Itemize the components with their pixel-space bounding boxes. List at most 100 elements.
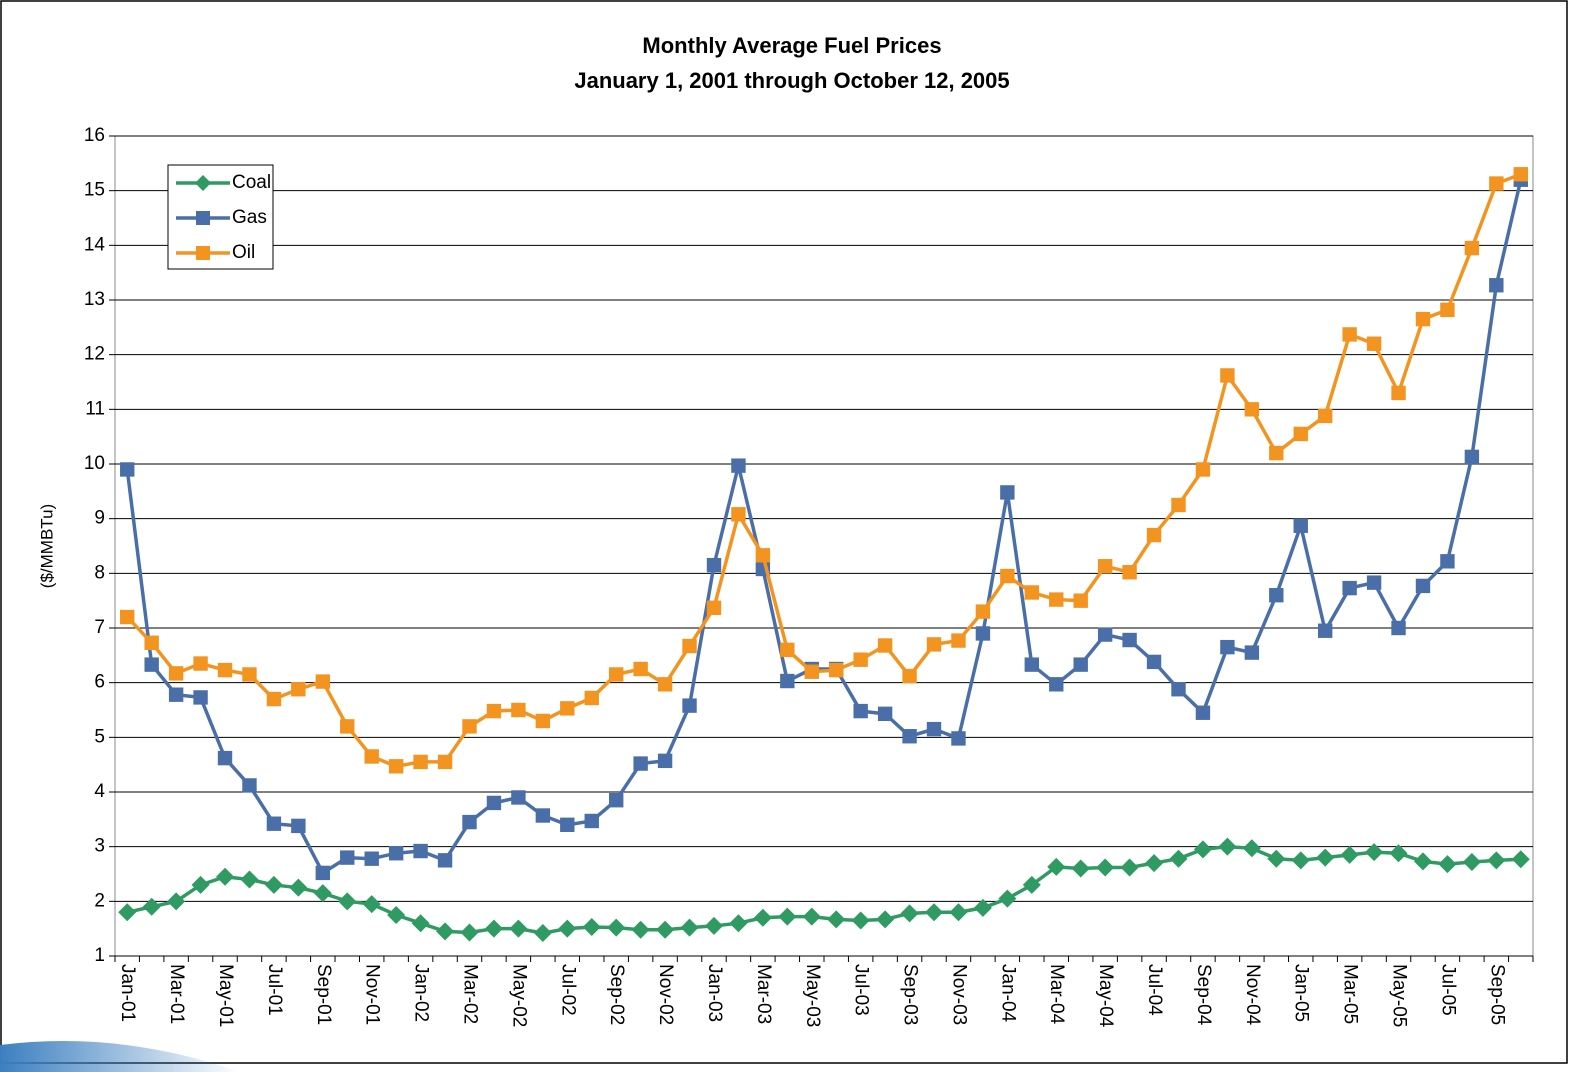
data-point (900, 904, 919, 923)
y-tick-label: 16 (84, 125, 105, 146)
data-point (1122, 565, 1137, 580)
x-tick-label: Jul-05 (1437, 964, 1458, 1016)
data-point (949, 903, 968, 922)
x-tick-label: Mar-04 (1046, 964, 1067, 1025)
y-tick-label: 15 (84, 180, 105, 201)
data-point (168, 687, 184, 702)
legend-marker (196, 246, 210, 260)
x-tick-label: May-01 (215, 964, 236, 1027)
data-point (558, 919, 577, 938)
data-point (1511, 850, 1530, 869)
y-tick-label: 14 (84, 234, 106, 255)
data-point (387, 906, 406, 924)
data-point (289, 878, 308, 897)
data-point (144, 635, 159, 650)
data-point (1342, 580, 1357, 596)
data-point (118, 903, 137, 922)
y-tick-label: 11 (85, 398, 105, 419)
x-tick-label: Sep-05 (1486, 964, 1507, 1025)
data-point (582, 918, 601, 937)
data-point (242, 778, 257, 793)
data-point (437, 853, 453, 868)
data-point (240, 870, 259, 889)
data-point (1317, 408, 1333, 424)
data-point (1193, 840, 1212, 859)
data-point (193, 690, 208, 705)
y-tick-label: 1 (94, 945, 105, 966)
data-point (584, 690, 599, 706)
data-point (706, 600, 722, 615)
x-tick-label: Sep-02 (606, 964, 627, 1025)
data-point (533, 924, 552, 943)
data-point (926, 637, 942, 652)
data-point (902, 729, 917, 744)
data-point (1047, 857, 1066, 876)
data-point (144, 657, 159, 672)
data-point (315, 865, 331, 881)
data-point (1244, 402, 1260, 417)
data-point (951, 633, 966, 648)
data-point (364, 851, 379, 866)
y-axis-label: ($/MMBTu) (37, 504, 56, 588)
data-point (877, 638, 893, 653)
data-point (1464, 240, 1480, 256)
data-point (1489, 176, 1504, 191)
data-point (1120, 858, 1139, 877)
data-point (291, 682, 306, 697)
data-point (1171, 682, 1186, 697)
x-tick-label: Jan-03 (704, 964, 725, 1022)
legend-label: Oil (232, 242, 255, 263)
data-point (1413, 852, 1432, 871)
data-point (998, 889, 1017, 908)
data-point (682, 698, 697, 713)
data-point (584, 813, 599, 829)
data-point (266, 691, 282, 707)
data-point (264, 875, 283, 894)
data-point (338, 892, 357, 911)
data-point (1487, 851, 1506, 870)
data-point (120, 609, 135, 625)
chart-title: Monthly Average Fuel Prices (642, 33, 941, 58)
data-point (142, 897, 161, 916)
data-point (1097, 627, 1113, 642)
data-point (120, 462, 135, 477)
data-point (560, 817, 575, 832)
data-point (1291, 851, 1310, 870)
data-point (1096, 858, 1115, 877)
data-point (975, 604, 991, 619)
data-point (1293, 426, 1308, 442)
legend-label: Gas (232, 207, 267, 228)
data-point (729, 914, 748, 933)
x-tick-label: Nov-03 (948, 964, 969, 1025)
data-point (1244, 645, 1260, 660)
y-tick-label: 3 (94, 836, 105, 857)
data-point (362, 895, 381, 914)
data-point (1073, 593, 1088, 608)
data-point (413, 843, 428, 859)
y-tick-label: 9 (94, 508, 105, 529)
x-tick-label: Nov-02 (655, 964, 676, 1025)
x-tick-label: Jul-04 (1144, 964, 1165, 1016)
data-point (1024, 585, 1040, 600)
data-point (902, 668, 917, 684)
x-tick-label: Jan-02 (411, 964, 432, 1022)
data-point (1022, 875, 1041, 894)
data-point (657, 753, 673, 769)
x-tick-label: Jan-05 (1291, 964, 1312, 1022)
data-point (1195, 462, 1211, 477)
data-point (853, 652, 868, 667)
data-point (851, 911, 870, 930)
data-point (193, 656, 208, 671)
data-point (780, 642, 795, 658)
data-point (951, 731, 966, 746)
data-point (1440, 554, 1455, 569)
x-tick-label: Sep-01 (313, 964, 334, 1025)
data-point (1220, 639, 1235, 655)
data-point (1342, 327, 1357, 342)
data-point (633, 756, 648, 771)
data-point (607, 918, 626, 937)
data-point (1317, 623, 1333, 638)
data-point (509, 919, 528, 938)
data-point (731, 458, 746, 473)
